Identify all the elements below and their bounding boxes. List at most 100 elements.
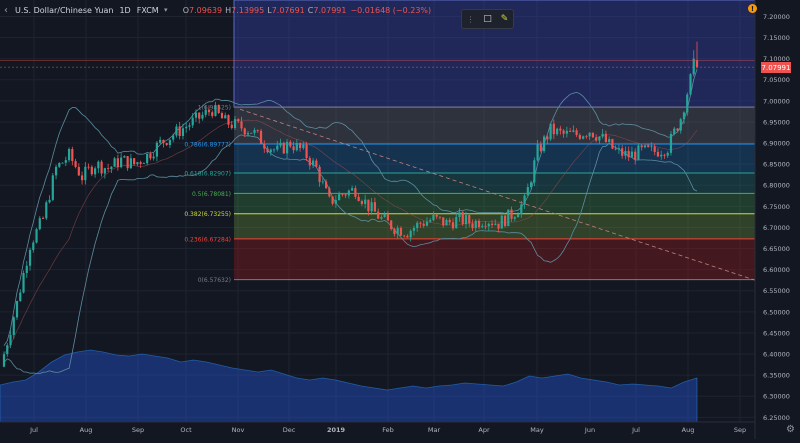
candle-body <box>269 149 272 153</box>
candle-body <box>585 136 588 138</box>
candle-body <box>663 154 666 156</box>
candle-body <box>386 214 390 221</box>
candle-body <box>351 188 354 191</box>
candle-body <box>565 130 568 134</box>
candle-body <box>341 194 344 195</box>
price-tick-label: 6.85000 <box>763 161 790 169</box>
high-value: 7.13995 <box>231 5 265 15</box>
candle-body <box>510 209 513 219</box>
candle-body <box>159 139 162 143</box>
candle-body <box>103 168 106 174</box>
time-tick-label: Apr <box>478 426 490 434</box>
candle-body <box>149 153 152 159</box>
candle-body <box>298 142 302 149</box>
time-tick-label: May <box>530 426 544 434</box>
candle-body <box>455 217 458 229</box>
rectangle-icon[interactable]: □ <box>483 14 492 24</box>
candle-body <box>497 223 500 229</box>
candle-body <box>136 162 139 165</box>
candle-body <box>660 154 663 157</box>
candle-body <box>575 130 578 136</box>
candle-body <box>559 128 562 131</box>
source-label: FXCM <box>136 5 159 15</box>
candle-body <box>2 354 6 367</box>
candle-body <box>377 211 380 219</box>
candle-body <box>529 182 533 188</box>
candle-body <box>279 142 282 146</box>
symbol-name[interactable]: U.S. Dollar/Chinese Yuan <box>15 5 114 15</box>
price-lines <box>0 60 755 68</box>
price-tick-label: 7.20000 <box>763 13 790 21</box>
candle-body <box>686 94 689 113</box>
fib-band <box>234 238 755 280</box>
candle-body <box>494 223 497 225</box>
gear-icon[interactable]: ⚙ <box>786 424 795 435</box>
candle-body <box>399 228 403 236</box>
candle-body <box>120 157 123 168</box>
bollinger-upper <box>3 69 698 346</box>
candle-body <box>230 124 233 128</box>
bollinger-lower <box>3 134 698 375</box>
price-tick-label: 6.95000 <box>763 118 790 126</box>
candle-body <box>409 230 412 238</box>
candle-body <box>445 219 448 226</box>
candle-body <box>19 292 22 302</box>
bollinger-basis <box>3 119 698 355</box>
candle-body <box>604 133 608 142</box>
candle-body <box>292 146 295 151</box>
candle-body <box>572 130 575 132</box>
candle-body <box>256 129 259 131</box>
candle-body <box>334 200 337 204</box>
price-tick-label: 6.55000 <box>763 287 790 295</box>
price-tick-label: 7.05000 <box>763 76 790 84</box>
candle-body <box>45 202 48 219</box>
candle-body <box>22 272 25 293</box>
chevron-icon[interactable]: ‹ <box>4 4 8 16</box>
candle-body <box>484 226 487 227</box>
grid-lines <box>0 0 755 422</box>
candle-body <box>630 151 634 158</box>
candle-body <box>490 223 494 225</box>
candle-body <box>487 223 490 227</box>
dropdown-caret-icon[interactable]: ▾ <box>163 6 168 14</box>
time-tick-label: Aug <box>682 426 695 434</box>
bollinger-bands <box>3 69 698 375</box>
candle-body <box>474 220 477 229</box>
candle-body <box>237 119 240 122</box>
candle-body <box>627 150 630 158</box>
candle-body <box>338 194 341 201</box>
fib-level-label: 0.618(6.82907) <box>184 170 231 177</box>
candle-body <box>259 130 263 144</box>
fib-level-label: 0.236(6.67284) <box>184 236 231 243</box>
candle-body <box>227 115 230 125</box>
candle-body <box>582 136 585 139</box>
time-axis: Jul Aug Sep Oct Nov Dec 2019 Feb Mar Apr May Jun Jul… <box>0 421 755 434</box>
time-tick-label: Sep <box>734 426 746 434</box>
candle-body <box>142 163 146 164</box>
candle-body <box>611 139 614 149</box>
alert-icon[interactable]: ! <box>748 4 757 13</box>
candle-body <box>656 151 660 157</box>
drag-handle-icon[interactable]: ⋮ <box>466 14 475 24</box>
candle-body <box>263 143 266 149</box>
candle-body <box>516 214 520 218</box>
candle-body <box>526 187 529 196</box>
candle-body <box>318 166 321 183</box>
last-price-tag: 7.07991 <box>761 62 791 73</box>
candle-body <box>243 128 246 135</box>
fib-level-label: 0.382(6.73255) <box>184 211 231 218</box>
candle-body <box>61 162 64 164</box>
candle-body <box>673 128 676 134</box>
candle-body <box>689 74 692 95</box>
pen-icon[interactable]: ✎ <box>500 14 509 24</box>
candle-body <box>282 142 285 154</box>
candle-body <box>276 145 279 150</box>
candle-body <box>41 218 45 219</box>
candle-body <box>188 125 191 127</box>
candle-body <box>621 148 624 156</box>
candle-body <box>367 199 370 212</box>
candle-body <box>354 188 357 197</box>
candle-body <box>324 181 328 189</box>
